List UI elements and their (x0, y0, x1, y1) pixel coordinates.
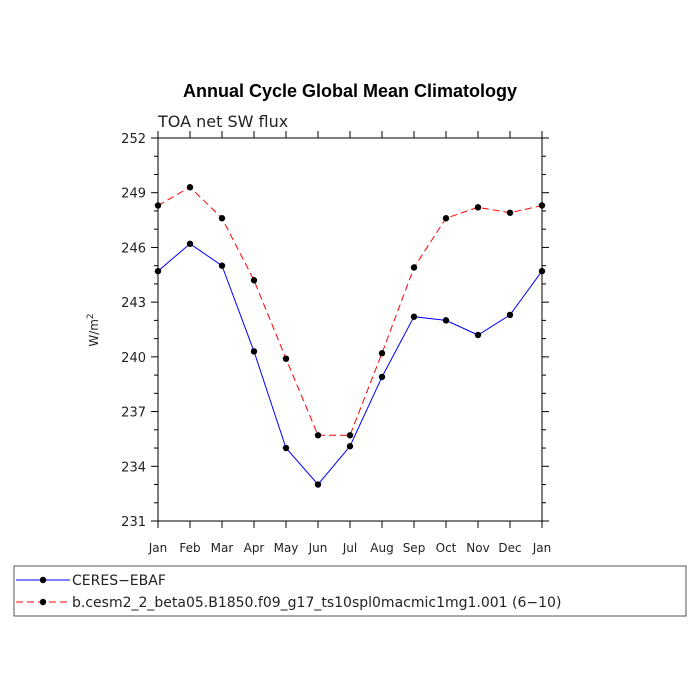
x-tick-label-jan: Jan (148, 541, 168, 555)
data-point-series-0 (282, 444, 290, 452)
y-tick-label: 231 (121, 515, 146, 530)
y-tick-label: 237 (121, 406, 146, 421)
legend-label-1: b.cesm2_2_beta05.B1850.f09_g17_ts10spl0m… (72, 595, 561, 611)
data-point-series-1 (282, 355, 290, 362)
data-point-series-1 (346, 432, 354, 439)
data-point-series-0 (186, 240, 194, 247)
data-point-series-1 (218, 215, 226, 222)
chart-title: Annual Cycle Global Mean Climatology (183, 81, 517, 101)
x-tick-label-jan: Jan (532, 541, 552, 555)
data-point-series-1 (474, 204, 482, 211)
data-point-series-0 (474, 331, 482, 339)
data-point-series-0 (378, 373, 386, 381)
y-tick-label: 246 (121, 241, 146, 256)
y-tick-label: 234 (121, 460, 146, 475)
x-tick-label-apr: Apr (244, 541, 265, 555)
svg-text:W/m2: W/m2 (86, 313, 101, 346)
x-tick-label-jul: Jul (342, 541, 357, 555)
y-axis-label: W/m2 (86, 313, 101, 346)
y-tick-label: 249 (121, 187, 146, 202)
data-point-series-0 (442, 317, 450, 324)
series-line-1 (157, 186, 543, 436)
data-point-series-0 (506, 311, 514, 319)
y-tick-label: 240 (121, 351, 146, 366)
legend-marker-0 (39, 576, 47, 584)
x-tick-label-sep: Sep (403, 541, 426, 555)
data-point-series-1 (250, 277, 258, 284)
data-point-series-0 (410, 313, 418, 320)
data-point-series-1 (378, 350, 386, 357)
y-tick-label: 252 (121, 132, 146, 147)
plot-frame (157, 137, 543, 522)
data-point-series-1 (506, 209, 514, 216)
x-tick-label-oct: Oct (436, 541, 457, 555)
y-tick-label: 243 (121, 296, 146, 311)
data-point-series-1 (442, 215, 450, 222)
legend-marker-1 (39, 598, 47, 606)
y-axis-label-text: W/m (87, 319, 101, 347)
data-point-series-0 (314, 481, 322, 488)
y-axis-label-superscript: 2 (86, 313, 96, 319)
data-point-series-0 (346, 443, 354, 450)
data-point-series-1 (314, 432, 322, 439)
data-point-series-1 (186, 184, 194, 191)
x-tick-label-feb: Feb (179, 541, 200, 555)
x-tick-label-dec: Dec (498, 541, 521, 555)
x-tick-label-nov: Nov (466, 541, 489, 555)
legend-box (13, 565, 687, 617)
x-tick-label-may: May (274, 541, 299, 555)
x-tick-label-mar: Mar (211, 541, 234, 555)
chart-subtitle: TOA net SW flux (157, 112, 288, 131)
x-tick-label-jun: Jun (308, 541, 328, 555)
data-point-series-0 (218, 262, 226, 269)
legend-label-0: CERES−EBAF (72, 573, 166, 589)
legend: CERES−EBAF b.cesm2_2_beta05.B1850.f09_g17… (13, 565, 687, 617)
data-point-series-1 (410, 264, 418, 271)
data-point-series-0 (250, 348, 258, 355)
x-tick-label-aug: Aug (370, 541, 393, 555)
